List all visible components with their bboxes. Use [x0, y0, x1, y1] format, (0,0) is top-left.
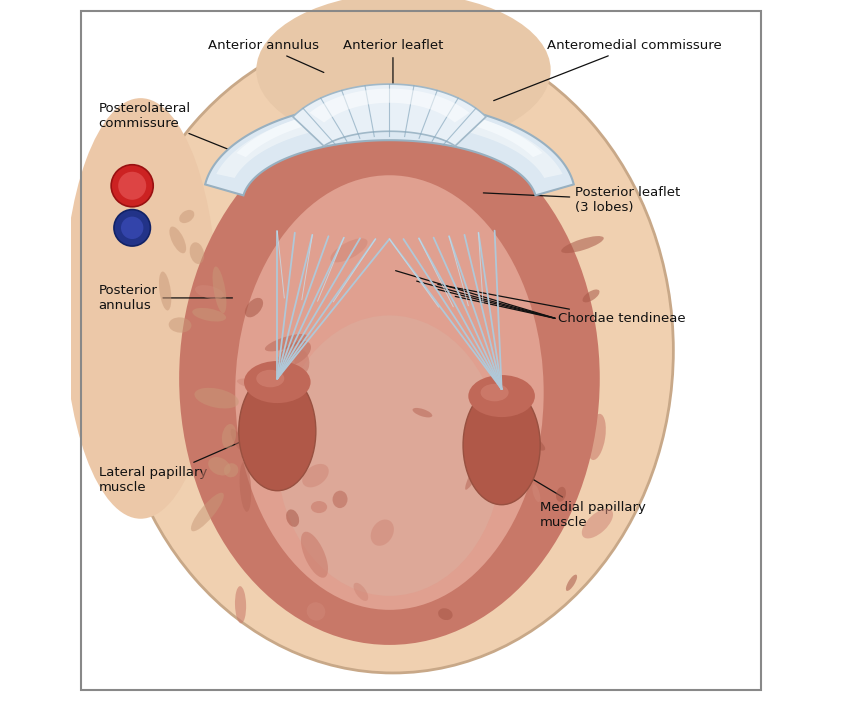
Text: Posterolateral
commissure: Posterolateral commissure: [99, 102, 247, 157]
Ellipse shape: [168, 318, 191, 333]
Ellipse shape: [179, 210, 195, 223]
Ellipse shape: [179, 112, 600, 645]
Ellipse shape: [237, 379, 269, 389]
Text: Anterior annulus: Anterior annulus: [208, 39, 324, 72]
Circle shape: [121, 217, 143, 239]
Ellipse shape: [582, 509, 613, 538]
Ellipse shape: [235, 175, 544, 610]
Polygon shape: [216, 107, 562, 178]
Ellipse shape: [169, 226, 186, 253]
Ellipse shape: [333, 491, 348, 508]
Polygon shape: [310, 88, 469, 123]
Ellipse shape: [226, 455, 245, 493]
Ellipse shape: [311, 501, 328, 513]
Text: Anteromedial commissure: Anteromedial commissure: [493, 39, 722, 101]
Ellipse shape: [556, 486, 566, 502]
Ellipse shape: [277, 315, 502, 596]
Ellipse shape: [113, 28, 674, 673]
Ellipse shape: [195, 388, 239, 409]
Ellipse shape: [235, 586, 246, 623]
Ellipse shape: [354, 583, 368, 601]
Ellipse shape: [583, 290, 600, 302]
Ellipse shape: [216, 470, 237, 486]
Ellipse shape: [240, 462, 251, 512]
Text: Anterior leaflet: Anterior leaflet: [343, 39, 443, 88]
Ellipse shape: [279, 341, 311, 366]
Circle shape: [111, 165, 153, 207]
Text: Chordae tendineae: Chordae tendineae: [438, 285, 685, 325]
Ellipse shape: [295, 350, 309, 373]
Ellipse shape: [63, 98, 218, 519]
Ellipse shape: [192, 308, 226, 322]
Ellipse shape: [264, 397, 299, 419]
Ellipse shape: [189, 243, 204, 264]
Ellipse shape: [566, 575, 577, 591]
Ellipse shape: [256, 0, 551, 147]
Ellipse shape: [413, 408, 432, 417]
Ellipse shape: [301, 531, 328, 578]
Text: Lateral papillary
muscle: Lateral papillary muscle: [99, 440, 247, 494]
Ellipse shape: [302, 464, 328, 487]
Ellipse shape: [286, 510, 299, 527]
Ellipse shape: [532, 484, 541, 502]
Ellipse shape: [208, 457, 231, 475]
Ellipse shape: [468, 375, 535, 417]
Text: Posterior leaflet
(3 lobes): Posterior leaflet (3 lobes): [483, 186, 680, 214]
Ellipse shape: [231, 429, 244, 451]
Polygon shape: [205, 102, 573, 196]
Ellipse shape: [562, 236, 604, 253]
Ellipse shape: [330, 238, 368, 262]
Ellipse shape: [481, 384, 509, 401]
Ellipse shape: [221, 424, 236, 449]
Ellipse shape: [438, 608, 453, 620]
Ellipse shape: [239, 372, 316, 491]
Text: Posterior
annulus: Posterior annulus: [99, 284, 232, 312]
Ellipse shape: [501, 421, 546, 451]
Text: Medial papillary
muscle: Medial papillary muscle: [525, 475, 646, 529]
Circle shape: [114, 210, 151, 246]
Ellipse shape: [465, 446, 490, 490]
Ellipse shape: [265, 334, 307, 351]
Ellipse shape: [244, 361, 311, 403]
Ellipse shape: [463, 386, 541, 505]
Polygon shape: [237, 105, 542, 157]
Ellipse shape: [370, 519, 394, 546]
Ellipse shape: [488, 392, 513, 426]
Ellipse shape: [549, 426, 566, 443]
Polygon shape: [293, 84, 486, 146]
Ellipse shape: [201, 465, 219, 503]
Ellipse shape: [306, 602, 325, 620]
Ellipse shape: [159, 271, 171, 311]
Ellipse shape: [224, 463, 238, 477]
Ellipse shape: [587, 414, 606, 460]
Ellipse shape: [245, 298, 263, 318]
Circle shape: [118, 172, 147, 200]
Ellipse shape: [212, 266, 226, 313]
Ellipse shape: [191, 493, 224, 531]
Ellipse shape: [256, 370, 285, 387]
Ellipse shape: [195, 285, 224, 299]
